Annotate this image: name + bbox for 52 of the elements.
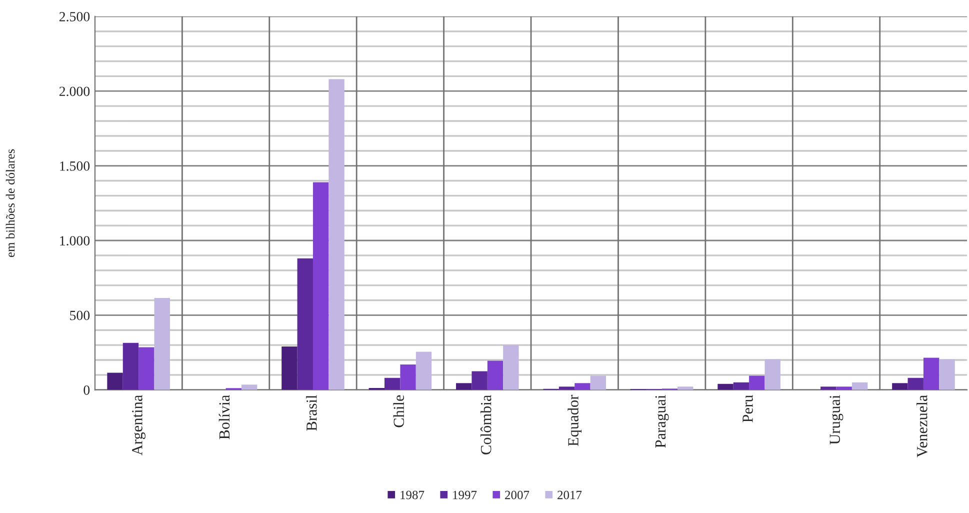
bar [718,384,734,390]
x-tick-label: Bolívia [218,394,230,440]
bar [503,345,519,390]
bar [107,372,123,390]
x-tick-label: Argentina [132,394,146,456]
bar [282,346,298,390]
bar [749,376,765,390]
x-tick-label: Brasil [306,395,317,431]
bar [590,376,606,390]
bar [400,364,416,390]
bar [122,342,139,390]
y-tick-label: 2.000 [59,86,90,96]
bar [154,298,170,390]
bar [487,360,504,390]
x-tick-label: Paraguai [655,395,669,448]
bar [923,358,940,390]
y-tick-label: 2.500 [59,12,90,22]
bar [241,384,258,390]
bar [820,386,836,390]
bar [733,382,750,390]
bar [472,371,488,390]
bar [384,378,400,390]
x-tick-label: Chile [393,395,404,428]
legend-label: 2017 [558,490,582,500]
y-tick-label: 1.000 [60,236,90,246]
y-axis-title: em bilhões de dólares [6,149,15,257]
bar [456,383,472,390]
y-tick-label: 0 [84,385,90,395]
bar [297,258,313,390]
bar [908,378,924,390]
legend-label: 1987 [400,490,424,500]
bar [939,359,955,390]
x-tick-label: Peru [742,395,753,422]
legend-label: 2007 [505,490,530,500]
bar [312,182,329,390]
bar [852,382,868,390]
bar [574,383,590,390]
y-tick-label: 500 [70,310,90,320]
x-tick-label: Equador [568,394,582,446]
legend-label: 1997 [453,490,477,500]
bar [836,386,852,390]
bar [558,386,575,390]
x-tick-label: Colômbia [480,394,492,454]
bar [328,79,344,390]
x-tick-label: Uruguai [830,395,844,444]
bar [678,386,694,390]
x-tick-label: Venezuela [916,394,928,458]
bar [416,352,432,390]
bar [892,383,908,390]
bar [764,359,780,390]
bar [138,347,154,390]
y-tick-label: 1.500 [60,161,90,171]
